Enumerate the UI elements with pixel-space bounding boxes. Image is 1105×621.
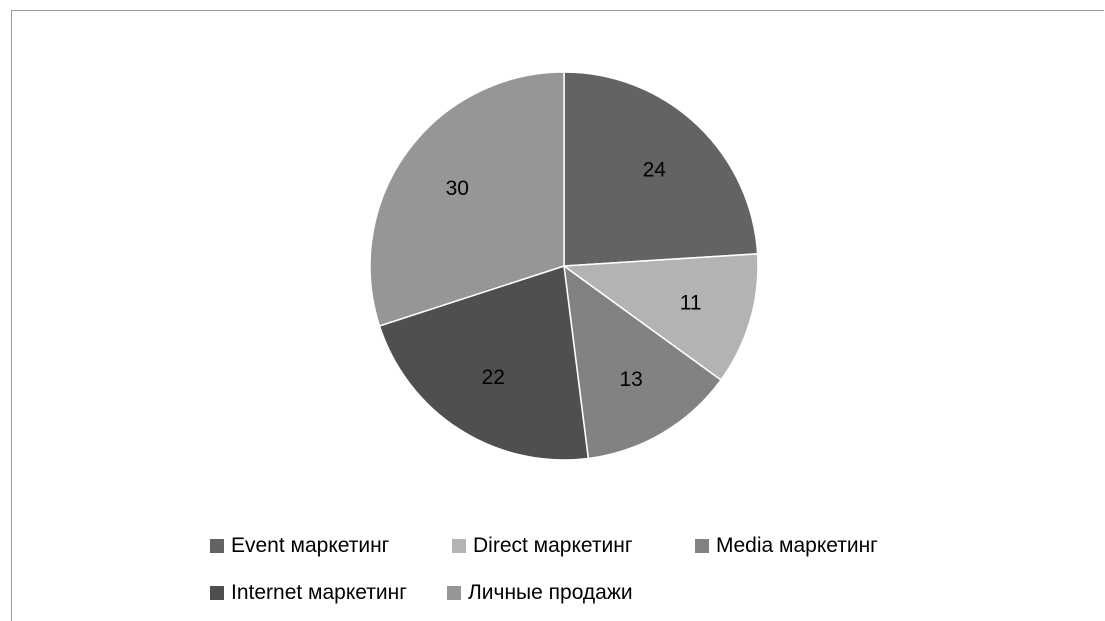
pie-slice-personal-sales (369, 71, 565, 327)
legend-item-media: Media маркетинг (695, 534, 878, 558)
pie-slice-media (563, 264, 722, 460)
legend-label-media: Media маркетинг (716, 534, 878, 557)
chart-frame (11, 10, 1104, 621)
data-label-media: 13 (619, 368, 642, 391)
legend-swatch-event (210, 539, 224, 553)
legend-swatch-media (695, 539, 709, 553)
data-label-personal-sales: 30 (446, 177, 469, 200)
legend-label-event: Event маркетинг (231, 534, 390, 557)
legend-label-internet: Internet маркетинг (231, 581, 407, 604)
legend-label-direct: Direct маркетинг (473, 534, 633, 557)
legend-swatch-direct (452, 539, 466, 553)
legend-item-event: Event маркетинг (210, 534, 389, 558)
pie-slice-direct (561, 253, 759, 382)
data-label-direct: 11 (680, 291, 702, 314)
legend-item-personal-sales: Личные продажи (447, 581, 633, 605)
data-label-event: 24 (643, 158, 667, 181)
data-label-internet: 22 (482, 366, 505, 389)
legend-swatch-internet (210, 586, 224, 600)
legend-item-internet: Internet маркетинг (210, 581, 407, 605)
legend-swatch-personal-sales (447, 586, 461, 600)
pie-slice-internet (378, 265, 590, 461)
legend-item-direct: Direct маркетинг (452, 534, 632, 558)
legend-label-personal-sales: Личные продажи (468, 581, 633, 604)
pie-slice-event (563, 71, 759, 267)
